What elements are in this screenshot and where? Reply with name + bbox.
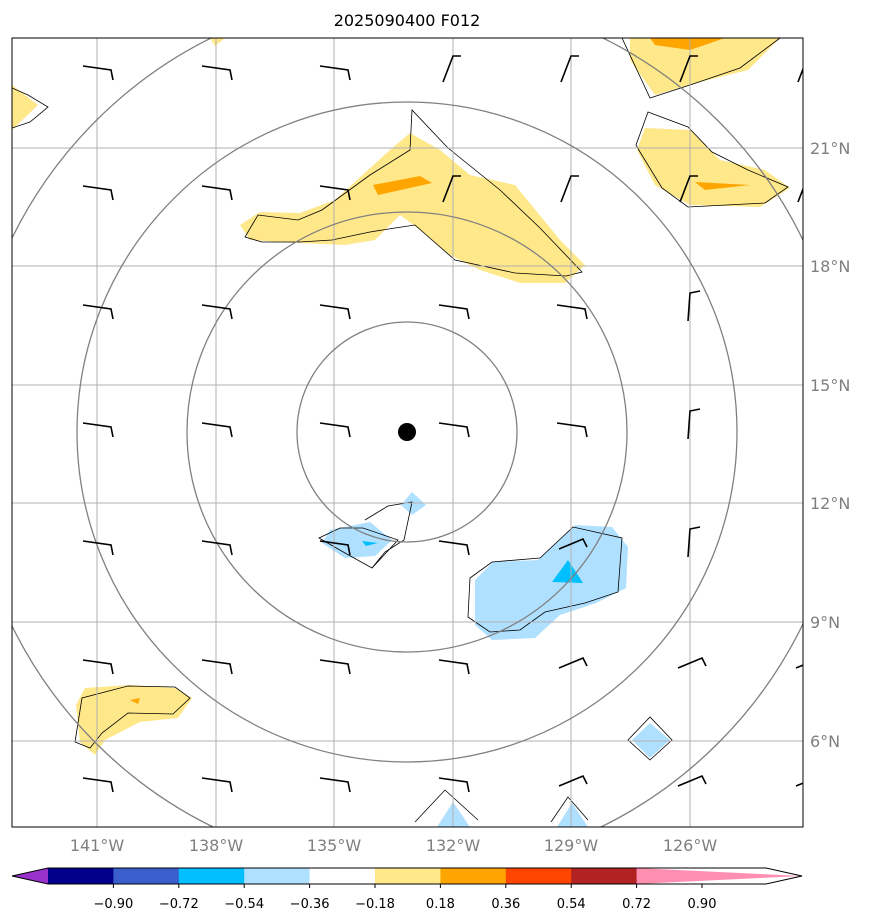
map-panel: [12, 38, 818, 827]
wind-barbs: [82, 55, 818, 793]
wind-barb: [679, 55, 698, 83]
wind-barb: [442, 55, 461, 83]
lon-label: 126°W: [663, 836, 718, 855]
lat-label: 15°N: [810, 376, 850, 395]
wind-barb: [687, 408, 701, 440]
colorbar-tick-label: 0.72: [622, 897, 651, 912]
wind-barb: [319, 304, 351, 320]
wind-barb: [201, 65, 233, 81]
contour-lines: [12, 38, 789, 823]
colorbar-tick-label: −0.72: [159, 897, 199, 912]
wind-barb: [442, 175, 461, 203]
wind-barb: [438, 777, 470, 793]
range-rings: [12, 38, 803, 827]
colorbar-tick-label: 0.18: [426, 897, 455, 912]
lat-label: 18°N: [810, 257, 850, 276]
wind-barb: [319, 422, 351, 438]
lon-label: 135°W: [307, 836, 362, 855]
colorbar-tick-label: −0.18: [355, 897, 395, 912]
wind-barb: [560, 55, 579, 83]
colorbar-segment: [244, 868, 311, 884]
storm-center-marker: [398, 423, 416, 441]
colorbar-segment: [48, 868, 114, 884]
wind-barb: [82, 422, 114, 438]
wind-barb: [558, 537, 588, 550]
colorbar-segment: [113, 868, 180, 884]
wind-barb: [82, 659, 114, 675]
wind-barb: [438, 304, 470, 320]
colorbar-extend-low: [12, 868, 48, 884]
lat-label: 6°N: [810, 732, 840, 751]
lat-label: 12°N: [810, 494, 850, 513]
longitude-labels: 141°W 138°W 135°W 132°W 129°W 126°W: [70, 836, 718, 855]
wind-barb: [82, 304, 114, 320]
wind-barb: [319, 185, 351, 201]
wind-barb: [560, 175, 579, 203]
lon-label: 132°W: [426, 836, 481, 855]
wind-barb: [556, 422, 588, 438]
wind-barb: [201, 540, 233, 556]
graticule: [12, 38, 803, 827]
wind-barb: [687, 526, 701, 558]
wind-barb: [677, 656, 707, 669]
colorbar: −0.90 −0.72 −0.54 −0.36 −0.18 0.18 0.36 0.54 0.7…: [11, 867, 803, 912]
wind-barb: [201, 185, 233, 201]
wind-barb: [82, 185, 114, 201]
lat-label: 9°N: [810, 613, 840, 632]
colorbar-segment: [375, 868, 441, 884]
colorbar-segment: [505, 868, 572, 884]
positive-anomaly-regions: [12, 38, 790, 755]
map-title: 2025090400 F012: [334, 11, 481, 30]
wind-barb: [806, 527, 818, 557]
wind-barb: [82, 777, 114, 793]
map-frame: [11, 37, 804, 828]
lon-label: 138°W: [189, 836, 244, 855]
wind-barb: [558, 656, 588, 669]
lon-label: 141°W: [70, 836, 125, 855]
colorbar-tick-label: 0.36: [491, 897, 520, 912]
colorbar-outline: [11, 867, 803, 885]
wind-barb: [687, 290, 701, 322]
wind-barb: [438, 659, 470, 675]
range-ring: [296, 321, 518, 543]
colorbar-segment: [440, 868, 507, 884]
colorbar-tick-label: −0.54: [224, 897, 264, 912]
wind-barb: [677, 774, 707, 787]
wind-barb: [797, 66, 803, 83]
wind-barb: [319, 659, 351, 675]
colorbar-segment: [178, 868, 245, 884]
latitude-labels: 21°N 18°N 15°N 12°N 9°N 6°N: [810, 139, 850, 751]
wind-barb: [679, 175, 698, 203]
wind-barb: [806, 291, 818, 321]
colorbar-tick-label: −0.90: [93, 897, 133, 912]
wind-barb: [82, 540, 114, 556]
wind-barb: [438, 540, 470, 556]
wind-barb: [556, 304, 588, 320]
colorbar-tick-label: −0.36: [290, 897, 330, 912]
wind-barb: [201, 304, 233, 320]
colorbar-extend-high: [636, 868, 802, 884]
colorbar-tick-label: 0.90: [688, 897, 717, 912]
wind-barb: [806, 409, 818, 439]
wind-barb: [319, 777, 351, 793]
wind-barb: [558, 774, 588, 787]
wind-barb: [438, 422, 470, 438]
wind-barb: [82, 65, 114, 81]
wind-barb: [201, 422, 233, 438]
colorbar-segment: [309, 868, 376, 884]
range-ring: [76, 101, 738, 763]
colorbar-tick-label: 0.54: [557, 897, 586, 912]
wind-barb: [797, 186, 803, 203]
range-ring: [186, 211, 628, 653]
wind-barb: [319, 65, 351, 81]
wind-barb: [201, 659, 233, 675]
lat-label: 21°N: [810, 139, 850, 158]
wind-barb: [319, 540, 351, 556]
colorbar-segment: [571, 868, 638, 884]
wind-barb: [201, 777, 233, 793]
lon-label: 129°W: [544, 836, 599, 855]
